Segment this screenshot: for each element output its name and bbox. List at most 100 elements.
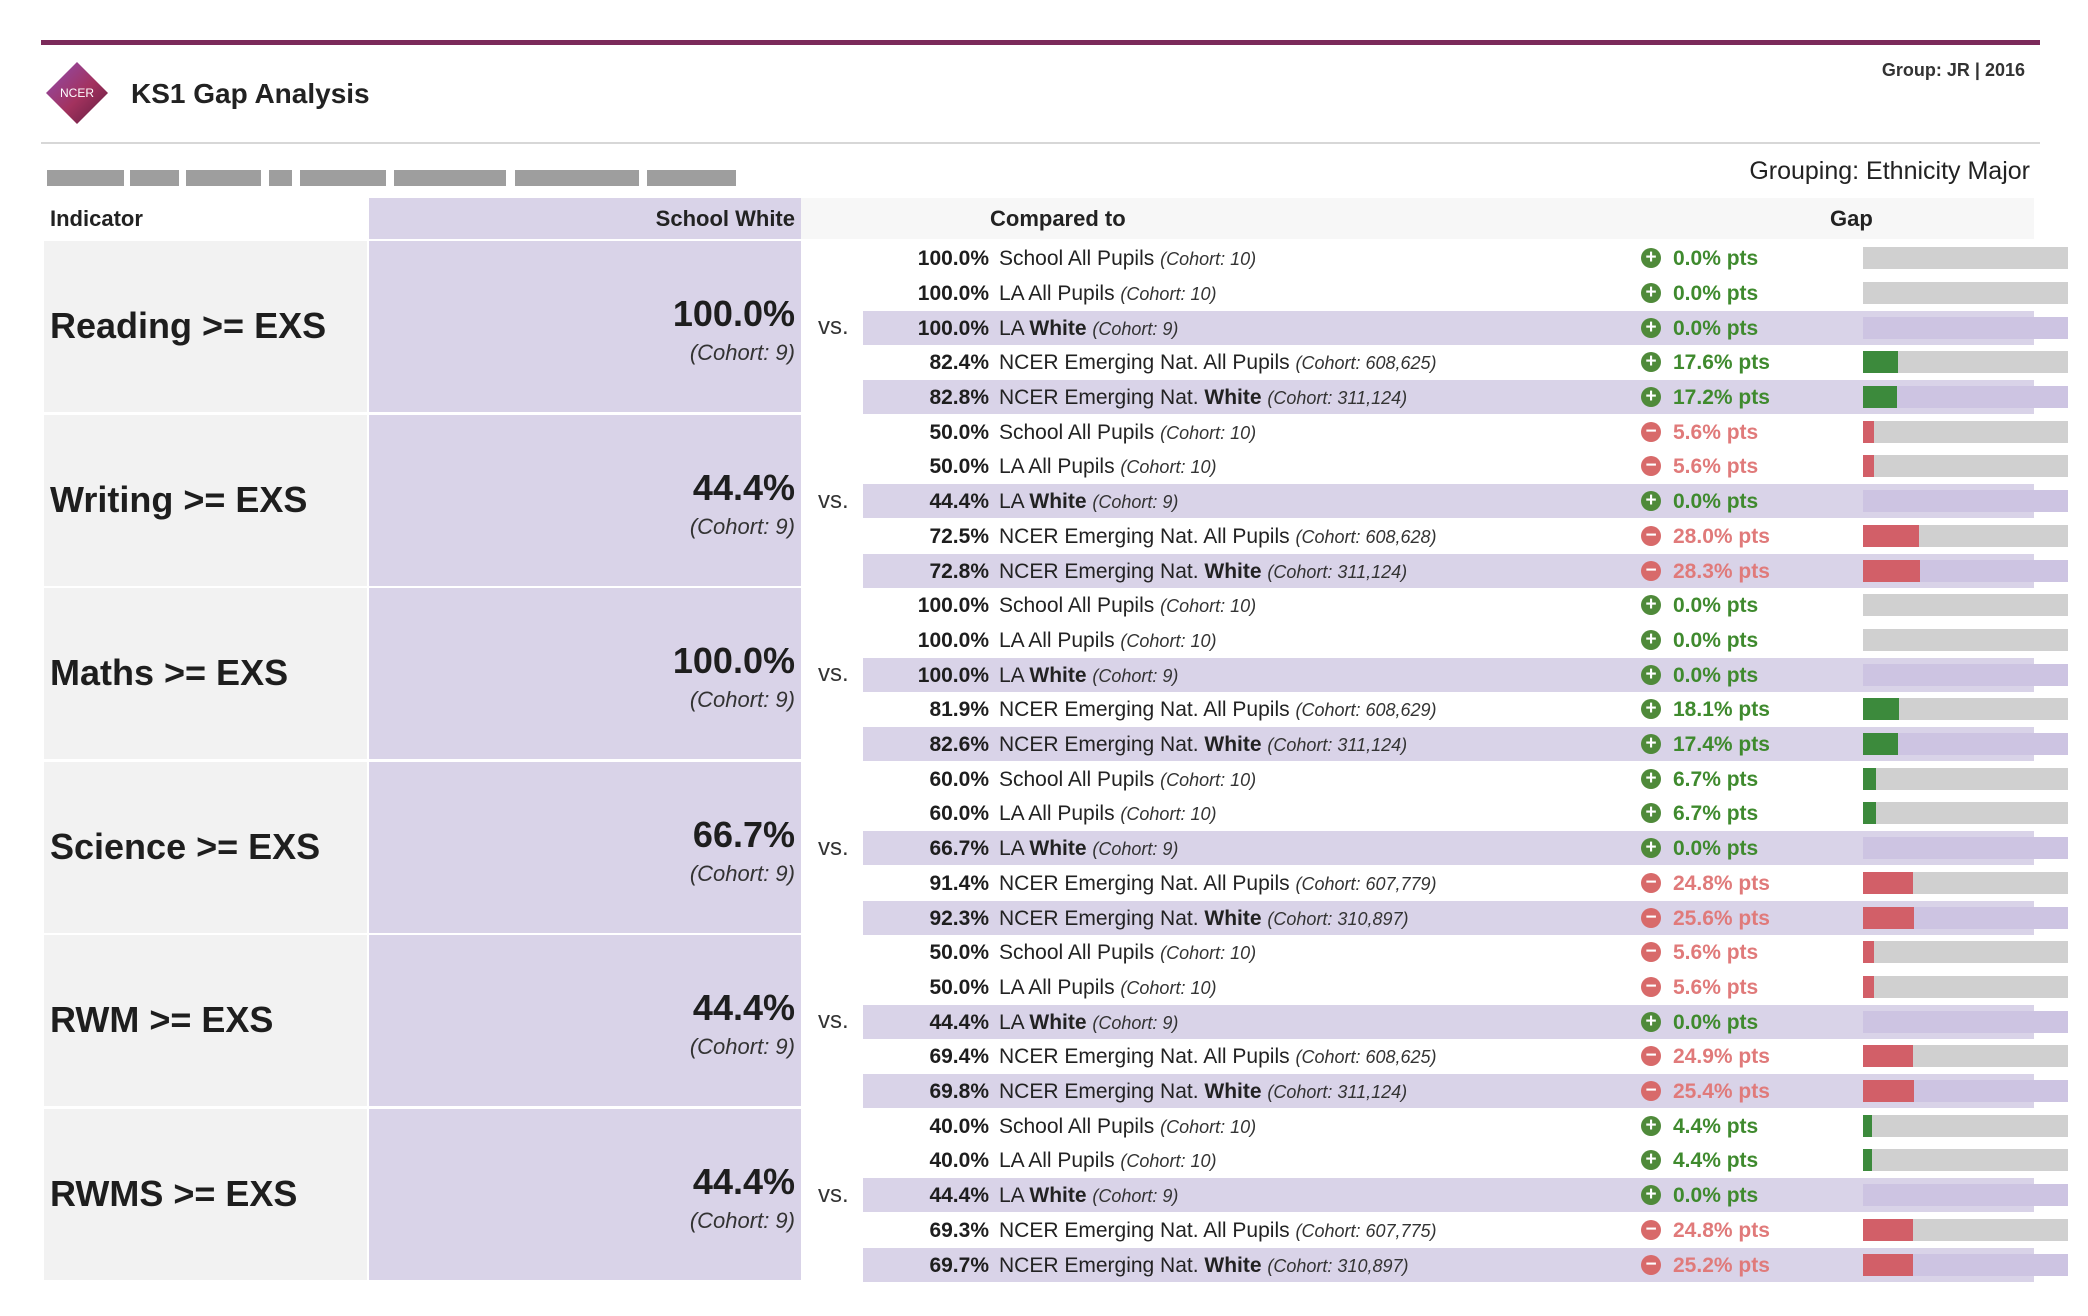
comparison-value: 44.4% bbox=[929, 490, 989, 514]
tab-1[interactable] bbox=[47, 170, 124, 186]
comparison-row: 72.5% NCER Emerging Nat. All Pupils (Coho… bbox=[863, 519, 2068, 553]
gap-value: 0.0% pts bbox=[1673, 281, 1759, 305]
school-percentage: 44.4% bbox=[692, 1160, 795, 1202]
comparison-cohort: (Cohort: 311,124) bbox=[1267, 388, 1408, 409]
indicator-group: Maths >= EXS 100.0% (Cohort: 9) vs. 100.0% Sc… bbox=[44, 588, 2068, 762]
gap-bar bbox=[1863, 490, 2068, 513]
gap-bar bbox=[1863, 281, 2068, 304]
comparison-label: LA All Pupils (Cohort: 10) bbox=[999, 455, 1216, 479]
header-gap: Gap bbox=[1830, 206, 1873, 231]
comparison-row: 100.0% LA All Pupils (Cohort: 10) +0.0% pt… bbox=[863, 623, 2068, 657]
plus-circle-icon: + bbox=[1641, 803, 1661, 824]
comparison-row: 82.6% NCER Emerging Nat. White (Cohort: 3… bbox=[863, 727, 2068, 762]
comparison-cohort: (Cohort: 10) bbox=[1120, 457, 1217, 478]
gap-value: 0.0% pts bbox=[1673, 628, 1759, 652]
minus-circle-icon: − bbox=[1641, 456, 1661, 477]
indicator-cell: Science >= EXS bbox=[44, 761, 367, 933]
comparison-row: 50.0% School All Pupils (Cohort: 10) −5.6%… bbox=[863, 415, 2068, 449]
comparison-name: NCER Emerging Nat. bbox=[999, 733, 1199, 757]
indicator-cell: RWM >= EXS bbox=[44, 935, 367, 1106]
comparison-row: 40.0% LA All Pupils (Cohort: 10) +4.4% pts bbox=[863, 1143, 2068, 1177]
indicator-group: Reading >= EXS 100.0% (Cohort: 9) vs. 100.0%… bbox=[44, 241, 2068, 415]
comparison-label: NCER Emerging Nat. White (Cohort: 311,12… bbox=[999, 733, 1407, 757]
tab-3[interactable] bbox=[186, 170, 261, 186]
comparison-cohort: (Cohort: 608,628) bbox=[1295, 526, 1437, 547]
header-divider bbox=[41, 142, 2040, 144]
gap-value: 0.0% pts bbox=[1673, 247, 1759, 270]
comparison-highlight: White bbox=[1204, 386, 1262, 410]
table-header: Indicator School White Compared to Gap bbox=[44, 198, 2034, 239]
school-percentage: 66.7% bbox=[692, 813, 795, 855]
comparison-row: 100.0% LA All Pupils (Cohort: 10) +0.0% pt… bbox=[863, 276, 2068, 310]
app-title: KS1 Gap Analysis bbox=[131, 78, 370, 109]
gap-bar-fill bbox=[1863, 1114, 1872, 1137]
comparison-name: NCER Emerging Nat. bbox=[999, 1253, 1199, 1277]
gap-value: 5.6% pts bbox=[1673, 941, 1759, 964]
gap-bar bbox=[1863, 975, 2068, 998]
vs-label: vs. bbox=[818, 660, 849, 687]
comparison-label: LA All Pupils (Cohort: 10) bbox=[999, 976, 1216, 1000]
comparison-name: NCER Emerging Nat. All Pupils bbox=[999, 1218, 1290, 1242]
gap-bar-fill bbox=[1863, 1218, 1913, 1241]
gap-value: 17.2% pts bbox=[1673, 386, 1770, 410]
comparison-name: LA bbox=[999, 490, 1024, 514]
indicator-label: Writing >= EXS bbox=[50, 478, 308, 520]
comparison-value: 100.0% bbox=[917, 316, 989, 340]
comparison-highlight: White bbox=[1029, 490, 1087, 514]
gap-bar-fill bbox=[1863, 941, 1875, 963]
comparison-label: LA White (Cohort: 9) bbox=[999, 317, 1178, 341]
gap-bar-fill bbox=[1863, 906, 1915, 929]
vs-label: vs. bbox=[818, 486, 849, 514]
minus-circle-icon: − bbox=[1641, 872, 1661, 893]
gap-value: 6.7% pts bbox=[1673, 802, 1759, 826]
comparison-row: 91.4% NCER Emerging Nat. All Pupils (Coho… bbox=[863, 866, 2068, 900]
tab-8[interactable] bbox=[647, 170, 736, 186]
comparison-row: 92.3% NCER Emerging Nat. White (Cohort: 3… bbox=[863, 900, 2068, 935]
comparison-row: 40.0% School All Pupils (Cohort: 10) +4.4%… bbox=[863, 1109, 2068, 1143]
comparison-cohort: (Cohort: 10) bbox=[1160, 769, 1257, 790]
comparison-cohort: (Cohort: 9) bbox=[1092, 1012, 1179, 1033]
gap-bar bbox=[1863, 1218, 2068, 1241]
comparison-cohort: (Cohort: 10) bbox=[1120, 977, 1217, 998]
tab-2[interactable] bbox=[130, 170, 179, 186]
comparison-label: NCER Emerging Nat. All Pupils (Cohort: 6… bbox=[999, 351, 1437, 375]
tab-6[interactable] bbox=[394, 170, 506, 186]
plus-circle-icon: + bbox=[1641, 664, 1661, 685]
tab-4[interactable] bbox=[269, 170, 292, 186]
indicator-label: Science >= EXS bbox=[50, 825, 321, 867]
comparison-name: NCER Emerging Nat. All Pupils bbox=[999, 871, 1290, 895]
plus-circle-icon: + bbox=[1641, 352, 1661, 373]
gap-value: 25.6% pts bbox=[1673, 906, 1770, 930]
comparison-label: NCER Emerging Nat. All Pupils (Cohort: 6… bbox=[999, 1045, 1437, 1069]
tab-5[interactable] bbox=[300, 170, 386, 186]
minus-circle-icon: − bbox=[1641, 1081, 1661, 1102]
plus-circle-icon: + bbox=[1641, 248, 1661, 268]
comparison-label: School All Pupils (Cohort: 10) bbox=[999, 594, 1256, 618]
tab-7[interactable] bbox=[515, 170, 639, 186]
comparison-row: 72.8% NCER Emerging Nat. White (Cohort: 3… bbox=[863, 553, 2068, 588]
gap-bar bbox=[1863, 871, 2068, 894]
comparison-value: 81.9% bbox=[929, 698, 989, 722]
gap-value: 6.7% pts bbox=[1673, 767, 1759, 791]
plus-circle-icon: + bbox=[1641, 1115, 1661, 1136]
comparison-row: 44.4% LA White (Cohort: 9) +0.0% pts bbox=[863, 484, 2068, 519]
comparison-name: School All Pupils bbox=[999, 941, 1155, 964]
comparison-row: 69.3% NCER Emerging Nat. All Pupils (Coho… bbox=[863, 1213, 2068, 1247]
comparison-value: 50.0% bbox=[929, 975, 989, 999]
gap-bar bbox=[1863, 1253, 2068, 1276]
comparison-label: LA All Pupils (Cohort: 10) bbox=[999, 1149, 1216, 1173]
minus-circle-icon: − bbox=[1641, 907, 1661, 928]
school-cohort: (Cohort: 9) bbox=[689, 513, 795, 539]
school-cohort: (Cohort: 9) bbox=[689, 860, 795, 886]
comparison-highlight: White bbox=[1204, 906, 1262, 930]
top-rule bbox=[41, 40, 2040, 45]
comparison-cohort: (Cohort: 10) bbox=[1160, 249, 1257, 269]
comparison-label: School All Pupils (Cohort: 10) bbox=[999, 1115, 1256, 1139]
comparison-value: 40.0% bbox=[929, 1149, 989, 1173]
comparison-value: 69.4% bbox=[929, 1045, 989, 1069]
comparison-value: 50.0% bbox=[929, 455, 989, 479]
plus-circle-icon: + bbox=[1641, 734, 1661, 755]
comparison-cohort: (Cohort: 607,779) bbox=[1295, 873, 1437, 894]
gap-bar bbox=[1863, 247, 2068, 269]
comparison-row: 44.4% LA White (Cohort: 9) +0.0% pts bbox=[863, 1178, 2068, 1213]
